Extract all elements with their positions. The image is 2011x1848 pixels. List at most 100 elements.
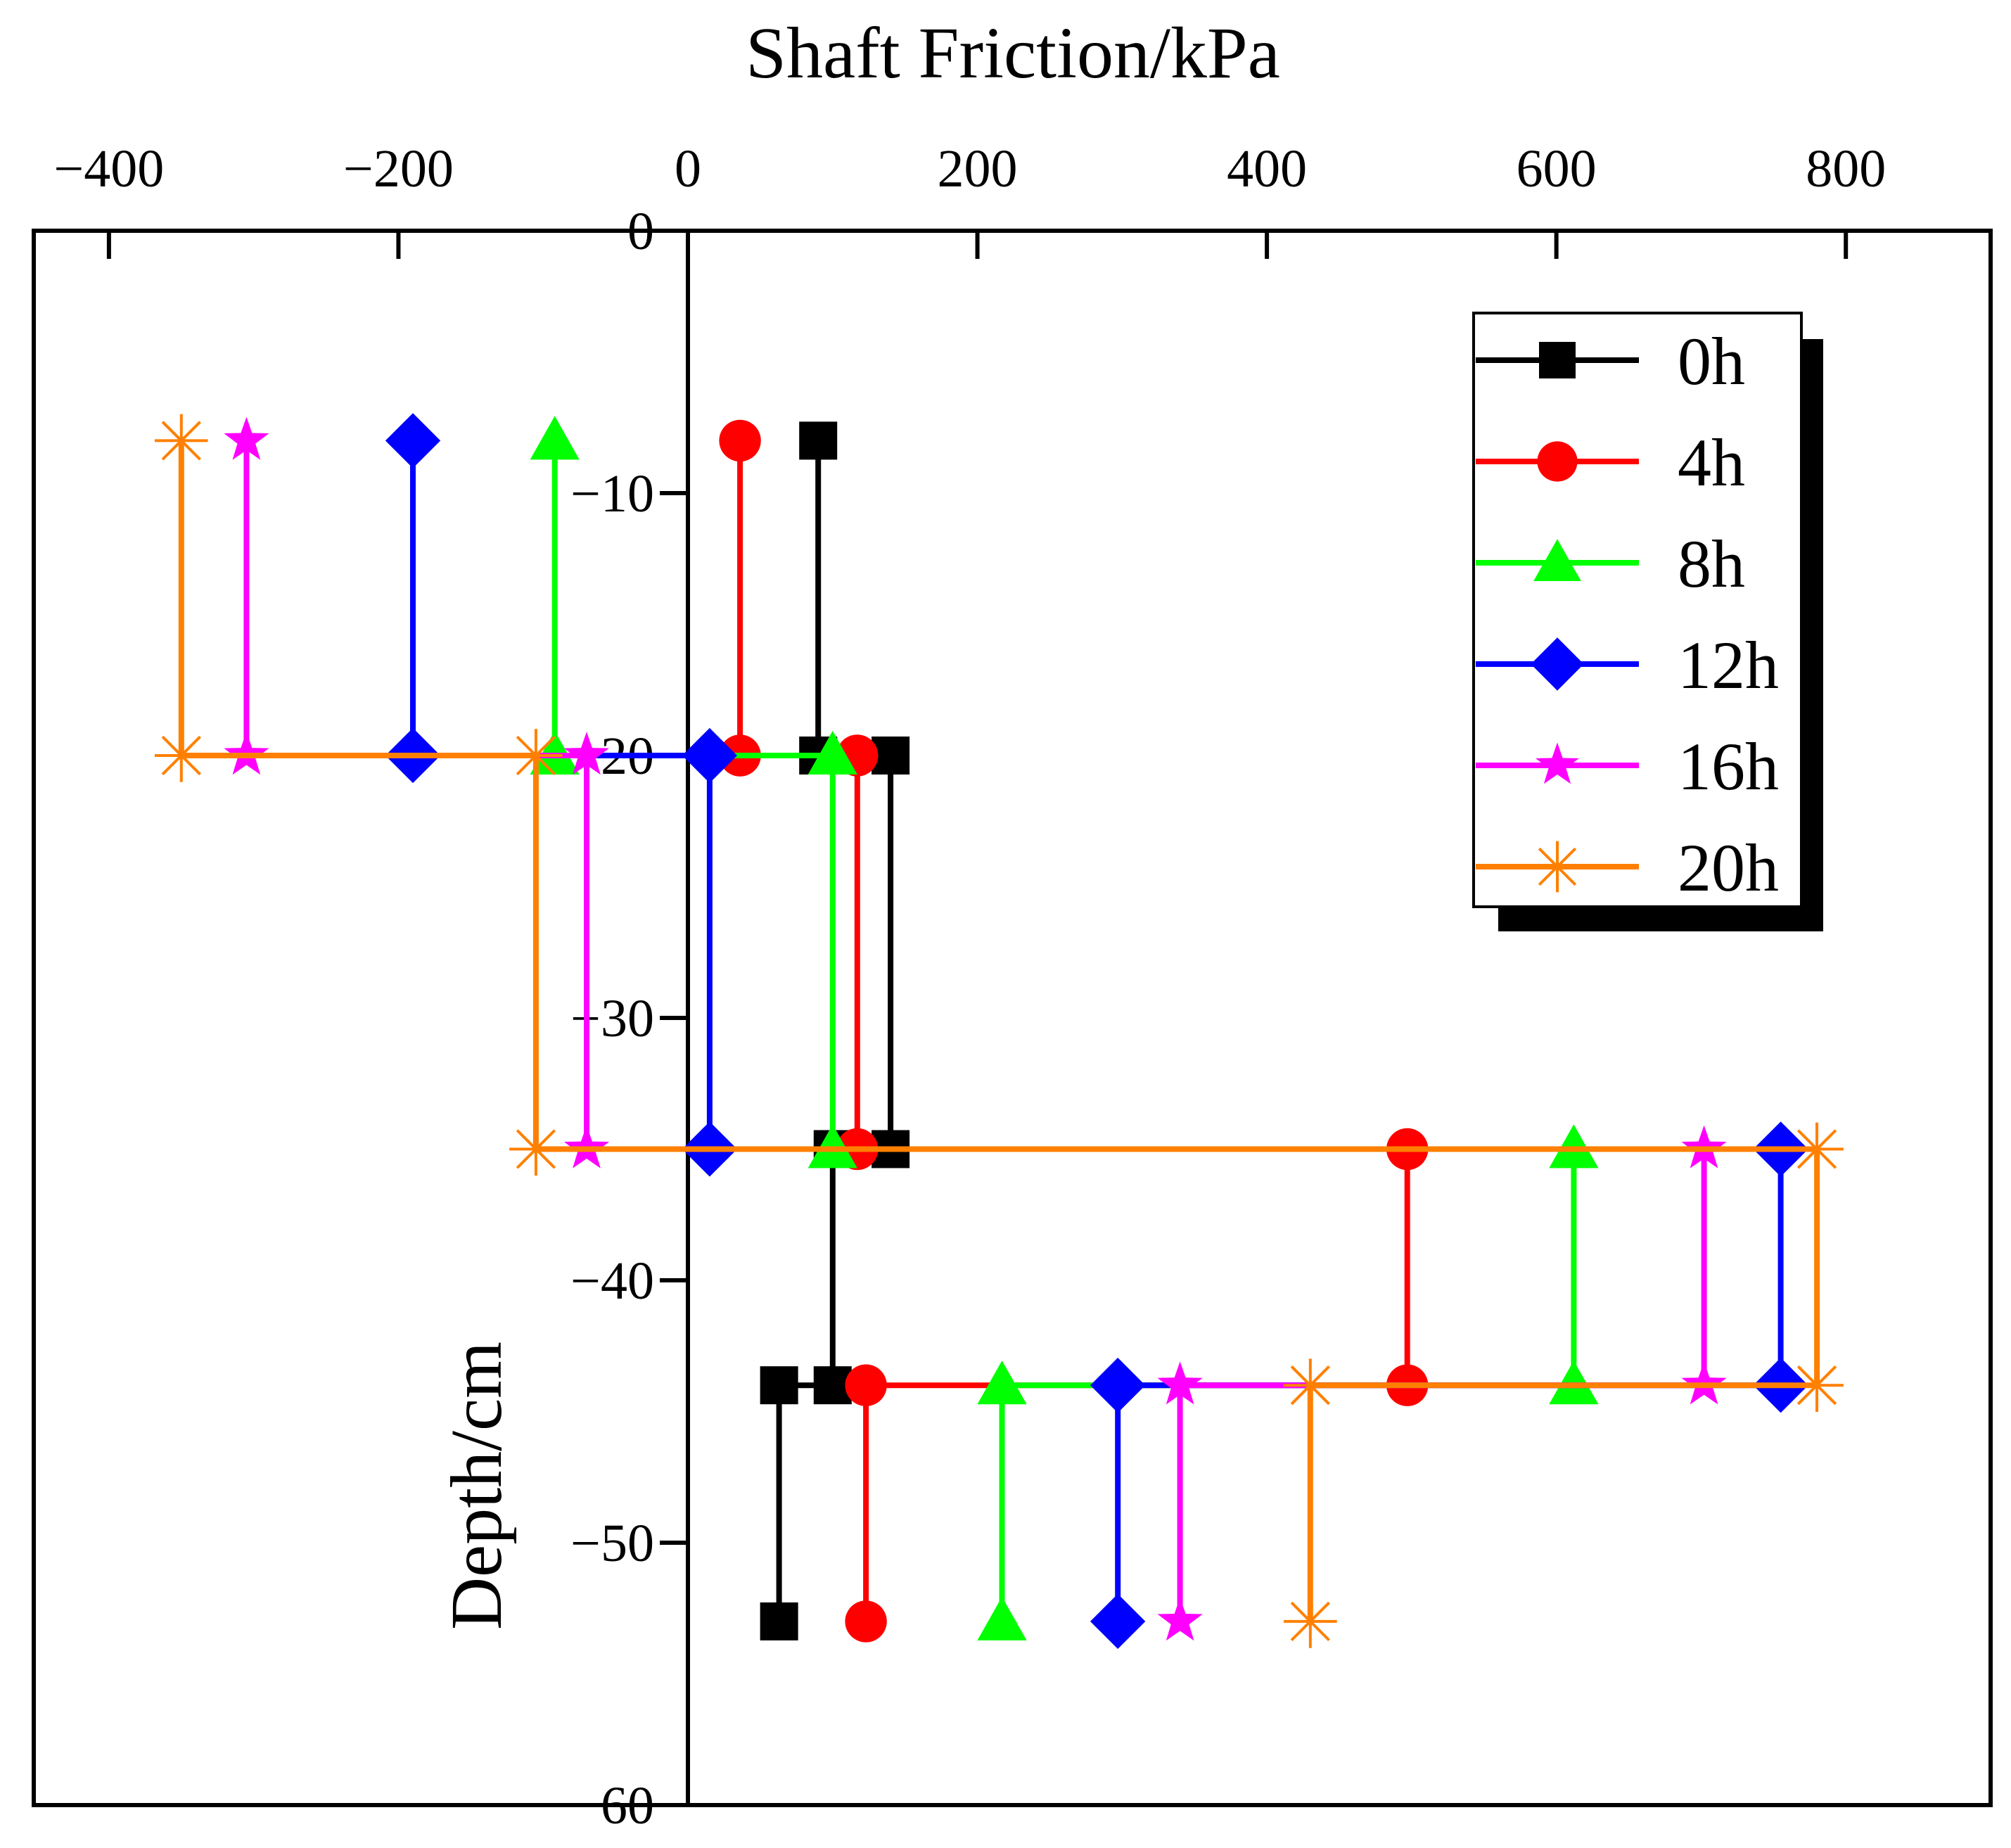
legend-marker	[1533, 539, 1581, 581]
series-line	[737, 440, 1410, 1621]
marker-diamond-shape	[385, 413, 441, 469]
legend-label: 12h	[1678, 627, 1779, 703]
marker-triangle-shape	[530, 416, 580, 460]
marker-asterisk-stroke	[516, 735, 556, 776]
marker-star-shape	[1157, 1361, 1203, 1405]
x-tick-label: 0	[675, 139, 701, 198]
data-point	[154, 414, 208, 468]
data-point	[1284, 1358, 1337, 1412]
data-point	[1090, 1358, 1146, 1413]
marker-triangle-shape	[807, 730, 857, 775]
x-tick-label: −200	[343, 139, 454, 198]
data-point	[1549, 1124, 1599, 1168]
marker-star-shape	[224, 416, 269, 460]
x-tick-label: 400	[1227, 139, 1307, 198]
marker-star-shape	[563, 732, 610, 775]
legend-item: 8h	[1476, 526, 1745, 601]
plot-frame	[32, 229, 1993, 1807]
data-point	[1284, 1595, 1337, 1648]
legend-marker	[1539, 342, 1576, 378]
data-point	[563, 732, 610, 775]
marker-square-shape	[760, 1366, 798, 1405]
legend-label: 8h	[1678, 526, 1745, 601]
data-point	[224, 416, 269, 460]
series-4h	[719, 419, 1429, 1643]
legend-box	[1472, 312, 1803, 908]
marker-triangle-shape	[977, 1360, 1027, 1405]
marker-asterisk-stroke	[161, 421, 201, 461]
marker-triangle-shape	[1533, 539, 1581, 581]
data-point	[760, 1366, 798, 1405]
data-point	[807, 1124, 857, 1168]
legend-label: 16h	[1678, 729, 1779, 804]
data-point	[682, 727, 738, 784]
data-point	[845, 1364, 887, 1406]
marker-star-shape	[1157, 1598, 1203, 1641]
marker-circle-shape	[845, 1600, 887, 1643]
legend-item: 0h	[1476, 324, 1745, 399]
legend-item: 12h	[1476, 627, 1779, 703]
y-axis-title: Depth/cm	[436, 1342, 517, 1630]
x-tick-label: 800	[1806, 139, 1886, 198]
x-tick-label: 600	[1517, 139, 1597, 198]
marker-circle-shape	[719, 419, 761, 462]
legend-item: 4h	[1476, 425, 1745, 500]
data-point	[385, 413, 441, 469]
data-point	[530, 416, 580, 460]
marker-square-shape	[799, 421, 838, 460]
series-20h	[154, 414, 1844, 1648]
marker-asterisk-stroke	[1796, 1365, 1837, 1406]
data-point	[1790, 1122, 1844, 1176]
data-point	[719, 419, 761, 462]
legend-item: 20h	[1476, 830, 1779, 905]
legend-marker	[1536, 742, 1579, 784]
marker-triangle-shape	[807, 1124, 857, 1168]
marker-asterisk-stroke	[1796, 1129, 1837, 1169]
marker-triangle-shape	[1549, 1124, 1599, 1168]
marker-asterisk-stroke	[161, 735, 201, 776]
marker-triangle-shape	[1549, 1360, 1599, 1405]
data-point	[509, 729, 563, 782]
legend-marker	[1531, 637, 1584, 691]
x-tick-label: 200	[938, 139, 1018, 198]
data-point	[1790, 1358, 1844, 1412]
legend-label: 4h	[1678, 425, 1745, 500]
data-point	[977, 1596, 1027, 1640]
data-point	[509, 1122, 563, 1176]
x-tick-label: −400	[53, 139, 164, 198]
legend-marker	[1531, 841, 1583, 893]
marker-diamond-shape	[1090, 1593, 1146, 1650]
data-point	[845, 1600, 887, 1643]
data-point	[1157, 1361, 1203, 1405]
marker-diamond-shape	[682, 727, 738, 784]
data-point	[1549, 1360, 1599, 1405]
data-point	[154, 729, 208, 782]
marker-triangle-shape	[977, 1596, 1027, 1640]
legend-label: 0h	[1678, 324, 1745, 399]
marker-diamond-shape	[1531, 637, 1584, 691]
marker-square-shape	[1539, 342, 1576, 378]
y-tick-label: −10	[570, 464, 654, 523]
y-tick-label: −30	[570, 989, 654, 1048]
marker-asterisk-stroke	[1290, 1601, 1330, 1642]
y-tick-label: −40	[570, 1251, 654, 1311]
data-point	[1157, 1598, 1203, 1641]
y-tick-label: −50	[570, 1514, 654, 1573]
legend-label: 20h	[1678, 830, 1779, 905]
data-point	[799, 421, 838, 460]
marker-asterisk-stroke	[516, 1129, 556, 1169]
marker-star-shape	[1536, 742, 1579, 784]
marker-square-shape	[760, 1602, 798, 1640]
series-layer	[154, 413, 1844, 1650]
marker-asterisk-stroke	[1538, 847, 1577, 886]
legend-item: 16h	[1476, 729, 1779, 804]
legend: 0h 4h 8h 12h 16h 20h	[1472, 312, 1823, 931]
marker-diamond-shape	[1090, 1358, 1146, 1413]
series-8h	[530, 416, 1599, 1640]
legend-marker	[1537, 441, 1578, 482]
data-point	[1090, 1593, 1146, 1650]
series-line	[178, 440, 1820, 1621]
data-point	[760, 1602, 798, 1640]
